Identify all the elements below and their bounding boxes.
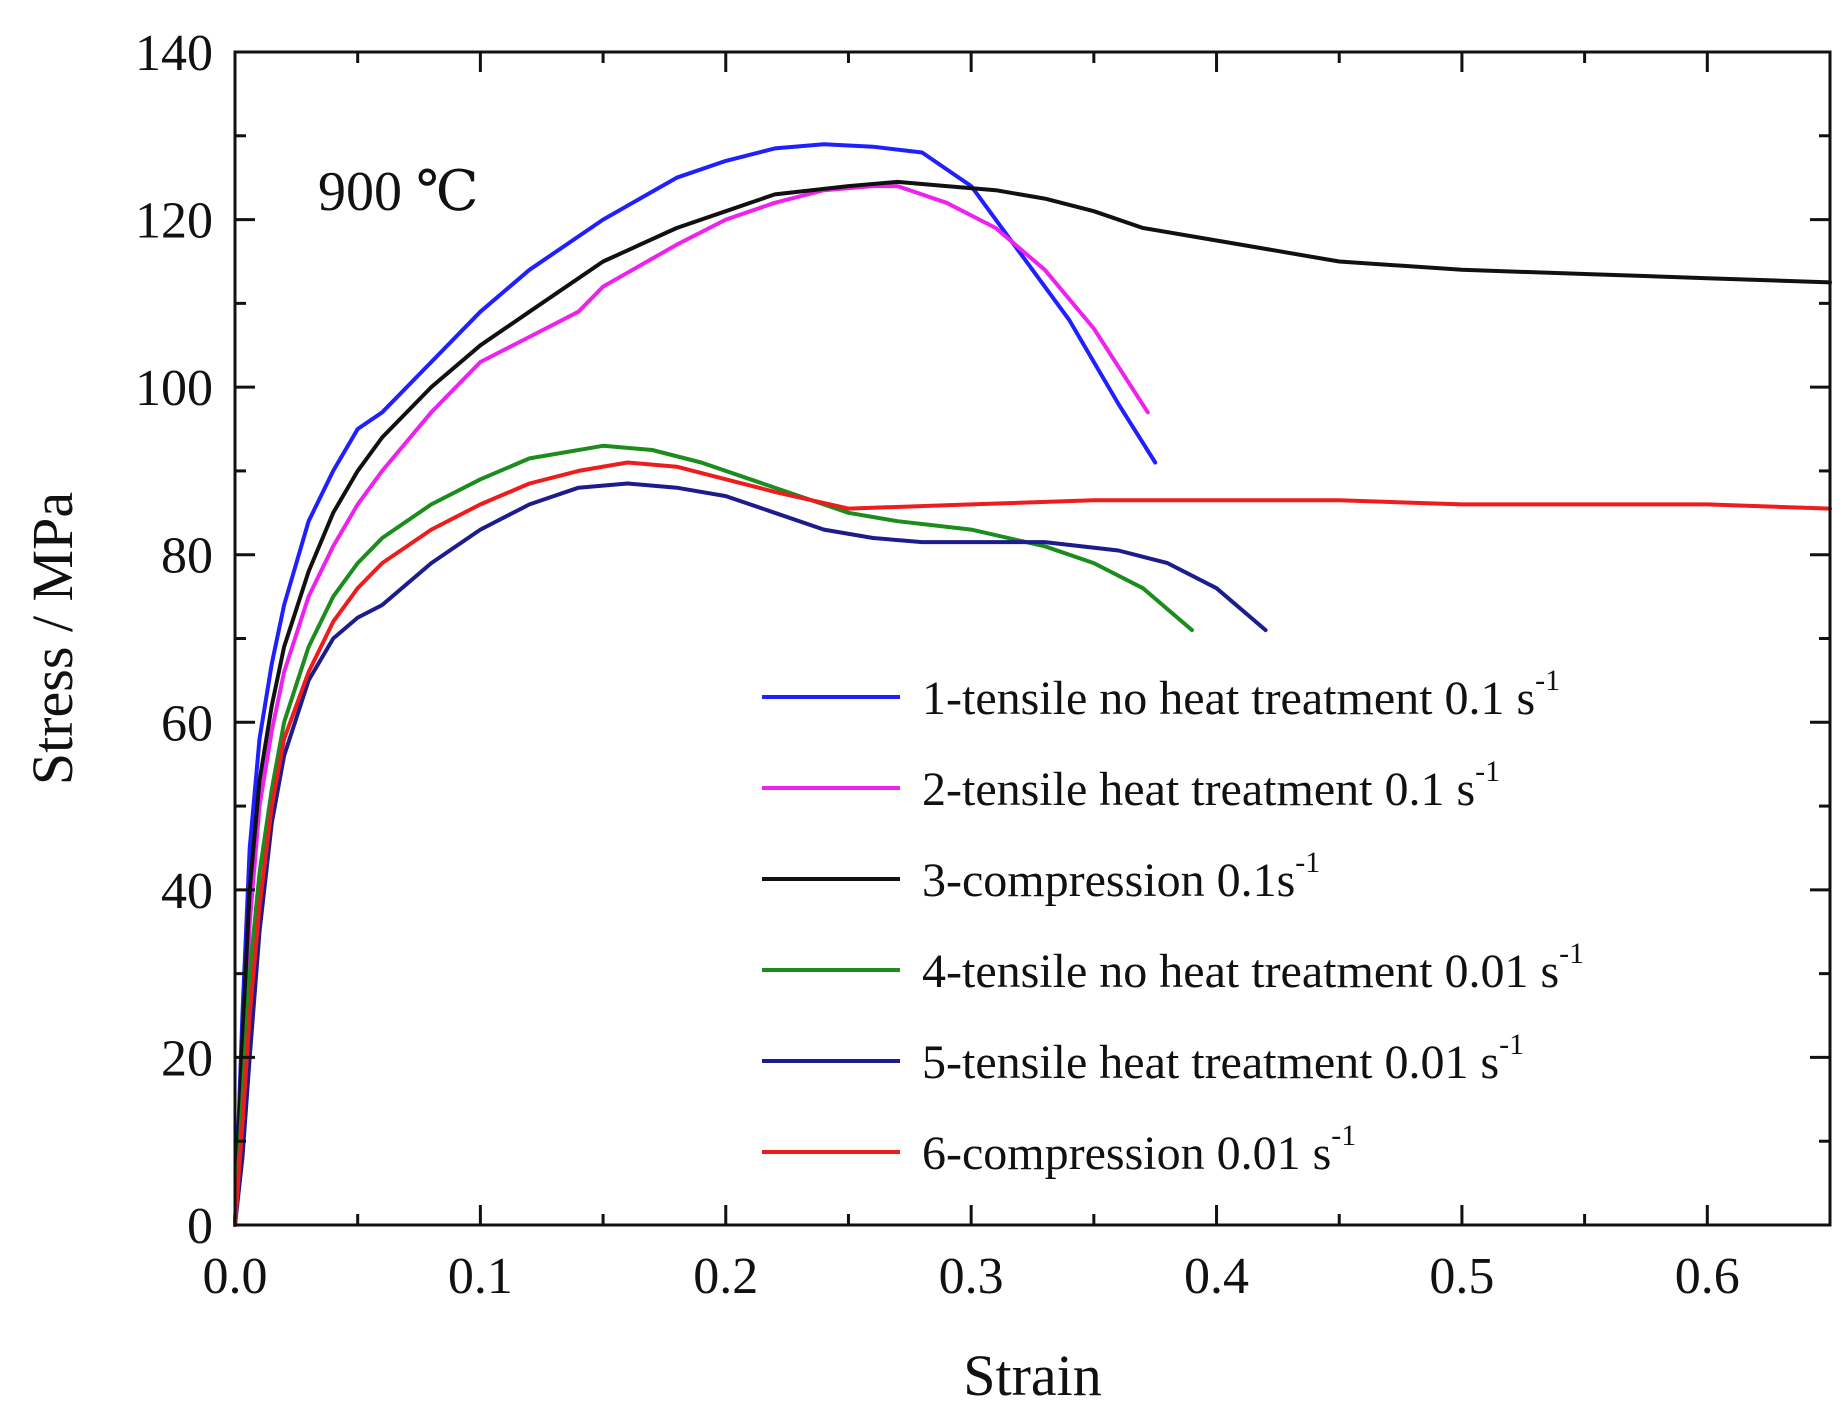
legend: 1-tensile no heat treatment 0.1 s-12-ten…: [762, 664, 1584, 1180]
y-tick-label: 40: [161, 863, 213, 920]
temperature-annotation: 900 ℃: [318, 161, 479, 223]
legend-label-main: 5-tensile heat treatment 0.01 s: [922, 1036, 1499, 1089]
x-tick-label: 0.2: [693, 1248, 758, 1305]
y-tick-label: 80: [161, 528, 213, 585]
x-tick-label: 0.6: [1675, 1248, 1740, 1305]
legend-label-4: 4-tensile no heat treatment 0.01 s-1: [922, 937, 1584, 998]
legend-label-superscript: -1: [1559, 937, 1584, 970]
y-tick-label: 60: [161, 695, 213, 752]
series-line-1: [233, 142, 1158, 1227]
legend-label-1: 1-tensile no heat treatment 0.1 s-1: [922, 664, 1560, 725]
series-line-2: [233, 184, 1150, 1227]
legend-label-3: 3-compression 0.1s-1: [922, 846, 1320, 907]
legend-label-6: 6-compression 0.01 s-1: [922, 1119, 1356, 1180]
legend-label-superscript: -1: [1535, 664, 1560, 697]
y-tick-label: 100: [135, 360, 213, 417]
legend-label-superscript: -1: [1499, 1028, 1524, 1061]
x-axis-title: Strain: [963, 1343, 1102, 1408]
x-tick-label: 0.5: [1429, 1248, 1494, 1305]
legend-label-main: 1-tensile no heat treatment 0.1 s: [922, 672, 1535, 725]
legend-label-main: 6-compression 0.01 s: [922, 1127, 1331, 1180]
tick-layer: 0.0 0.1 0.2 0.3 0.4 0.5 0.6 0 20 40 60 80 100 120 140: [135, 25, 1830, 1305]
series-line-4: [233, 443, 1194, 1227]
legend-label-2: 2-tensile heat treatment 0.1 s-1: [922, 755, 1500, 816]
legend-label-superscript: -1: [1295, 846, 1320, 879]
y-tick-label: 20: [161, 1030, 213, 1087]
x-tick-label: 0.0: [203, 1248, 268, 1305]
x-tick-label: 0.1: [448, 1248, 513, 1305]
y-tick-label: 120: [135, 193, 213, 250]
series-layer: [233, 142, 1832, 1227]
legend-label-main: 2-tensile heat treatment 0.1 s: [922, 763, 1475, 816]
x-tick-label: 0.3: [939, 1248, 1004, 1305]
legend-label-main: 4-tensile no heat treatment 0.01 s: [922, 945, 1559, 998]
series-line-6: [233, 460, 1832, 1227]
legend-label-5: 5-tensile heat treatment 0.01 s-1: [922, 1028, 1524, 1089]
y-axis-title: Stress / MPa: [20, 492, 85, 785]
y-tick-label: 140: [135, 25, 213, 82]
series-line-5: [233, 481, 1268, 1227]
legend-label-superscript: -1: [1331, 1119, 1356, 1152]
y-tick-label: 0: [187, 1198, 213, 1255]
legend-label-superscript: -1: [1475, 755, 1500, 788]
x-tick-label: 0.4: [1184, 1248, 1249, 1305]
series-line-3: [233, 179, 1832, 1227]
legend-label-main: 3-compression 0.1s: [922, 854, 1295, 907]
